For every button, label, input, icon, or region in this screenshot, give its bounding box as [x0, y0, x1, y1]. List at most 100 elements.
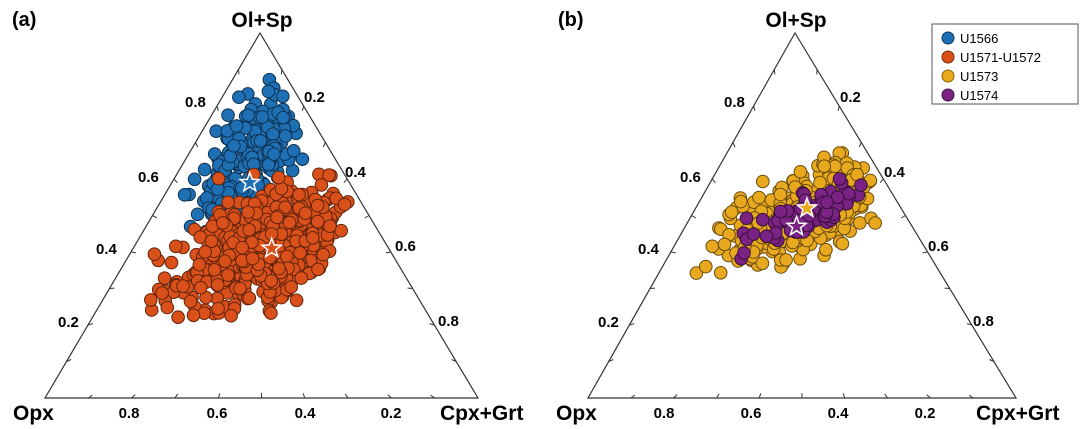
right-tick-label-a: 0.4 [345, 164, 367, 181]
data-point-u1566 [197, 162, 212, 177]
data-point-u1571-u1572 [204, 234, 219, 248]
data-point-u1573 [699, 259, 713, 274]
data-point-u1571-u1572 [314, 178, 329, 192]
tick-mark [88, 394, 93, 399]
bottom-tick-label-b: 0.2 [915, 405, 936, 422]
data-point-u1574 [773, 204, 788, 219]
data-point-u1571-u1572 [289, 293, 304, 308]
bottom-tick-label-b: 0.6 [741, 405, 762, 422]
tick-mark [691, 215, 697, 219]
tick-mark [753, 105, 756, 111]
right-tick-label-b: 0.2 [840, 89, 861, 106]
data-point-u1573 [813, 175, 827, 190]
legend-marker-u1566 [941, 31, 955, 45]
data-point-u1571-u1572 [164, 255, 179, 270]
data-point-u1571-u1572 [241, 205, 255, 219]
tick-mark [989, 359, 995, 362]
data-point-u1571-u1572 [157, 271, 172, 286]
tick-mark [673, 394, 678, 399]
data-point-u1573 [868, 216, 883, 230]
data-point-u1571-u1572 [207, 263, 222, 277]
data-point-u1566 [295, 152, 310, 166]
data-point-u1571-u1572 [242, 291, 257, 305]
tick-mark [670, 251, 676, 254]
data-point-u1573 [689, 266, 704, 280]
data-point-u1571-u1572 [169, 239, 183, 254]
data-point-u1574 [755, 212, 770, 227]
tick-mark [302, 393, 306, 399]
data-point-u1573 [835, 236, 850, 251]
right-tick-label-b: 0.4 [884, 164, 906, 181]
data-point-u1573 [755, 256, 770, 271]
data-point-u1571-u1572 [233, 281, 247, 296]
tick-mark [343, 178, 348, 184]
legend-label: U1574 [960, 88, 998, 103]
data-point-u1573 [734, 194, 748, 209]
tick-mark [152, 215, 158, 219]
right-tick-label-b: 0.8 [973, 313, 994, 330]
data-point-u1571-u1572 [242, 223, 256, 237]
data-point-u1573 [793, 165, 808, 179]
bottom-tick-label-a: 0.4 [295, 405, 317, 422]
legend-marker-u1573 [941, 69, 955, 83]
scatter-points-a [144, 72, 355, 325]
tick-mark [66, 359, 72, 362]
data-point-u1573 [817, 159, 832, 173]
right-tick-label-a: 0.8 [438, 313, 459, 330]
data-point-u1571-u1572 [310, 198, 325, 213]
data-point-u1571-u1572 [280, 249, 294, 264]
vertex-left-label-b: Opx [556, 402, 597, 425]
tick-mark [238, 69, 240, 75]
data-point-u1566 [253, 134, 268, 148]
tick-mark [195, 142, 199, 148]
left-tick-label-b: 0.8 [724, 94, 745, 111]
data-point-u1573 [724, 205, 739, 219]
tick-mark [322, 142, 326, 148]
tick-mark [842, 393, 846, 399]
mean-star-u1573 [795, 196, 819, 219]
bottom-tick-label-a: 0.8 [119, 405, 140, 422]
legend-label: U1573 [960, 69, 998, 84]
data-point-u1571-u1572 [310, 214, 325, 229]
data-point-u1571-u1572 [224, 308, 238, 323]
data-point-u1571-u1572 [294, 271, 309, 285]
mean-star-u1571-u1572 [260, 236, 284, 259]
data-point-u1571-u1572 [193, 280, 208, 295]
data-point-u1571-u1572 [306, 231, 320, 245]
data-point-u1566 [286, 144, 301, 158]
data-point-u1571-u1572 [270, 210, 284, 225]
data-point-u1571-u1572 [160, 300, 175, 315]
data-point-u1574 [820, 195, 834, 210]
data-point-u1571-u1572 [192, 257, 207, 272]
tick-mark [715, 393, 720, 399]
left-tick-label-b: 0.2 [598, 314, 619, 331]
panel-b: (b) Ol+Sp Opx Cpx+Grt 0.2 0.4 0.6 0.8 0.… [556, 9, 1059, 425]
data-point-u1571-u1572 [211, 301, 225, 316]
data-point-u1571-u1572 [311, 262, 325, 277]
tick-mark [966, 323, 972, 326]
tick-mark [87, 323, 93, 326]
data-point-u1571-u1572 [293, 246, 307, 260]
tick-mark [385, 251, 391, 254]
panel-b-label: (b) [558, 9, 584, 31]
data-point-u1566 [241, 108, 256, 122]
data-point-u1573 [717, 237, 732, 252]
legend-box [931, 23, 1079, 105]
legend-label: U1571-U1572 [960, 50, 1041, 65]
data-point-u1571-u1572 [193, 230, 207, 244]
data-point-u1571-u1572 [292, 187, 306, 202]
data-point-u1571-u1572 [272, 261, 286, 276]
left-tick-label-a: 0.8 [185, 94, 206, 111]
scatter-points-b [689, 146, 883, 280]
tick-marks-a [66, 69, 457, 399]
tick-mark [922, 251, 928, 254]
data-point-u1571-u1572 [221, 268, 235, 282]
mean-markers-b [785, 196, 819, 237]
data-point-u1571-u1572 [144, 293, 158, 307]
data-point-u1566 [229, 119, 244, 133]
data-point-u1571-u1572 [334, 223, 349, 238]
data-point-u1573 [752, 190, 766, 205]
data-point-u1566 [221, 108, 235, 122]
tick-mark [773, 69, 776, 75]
data-point-u1571-u1572 [322, 168, 336, 182]
